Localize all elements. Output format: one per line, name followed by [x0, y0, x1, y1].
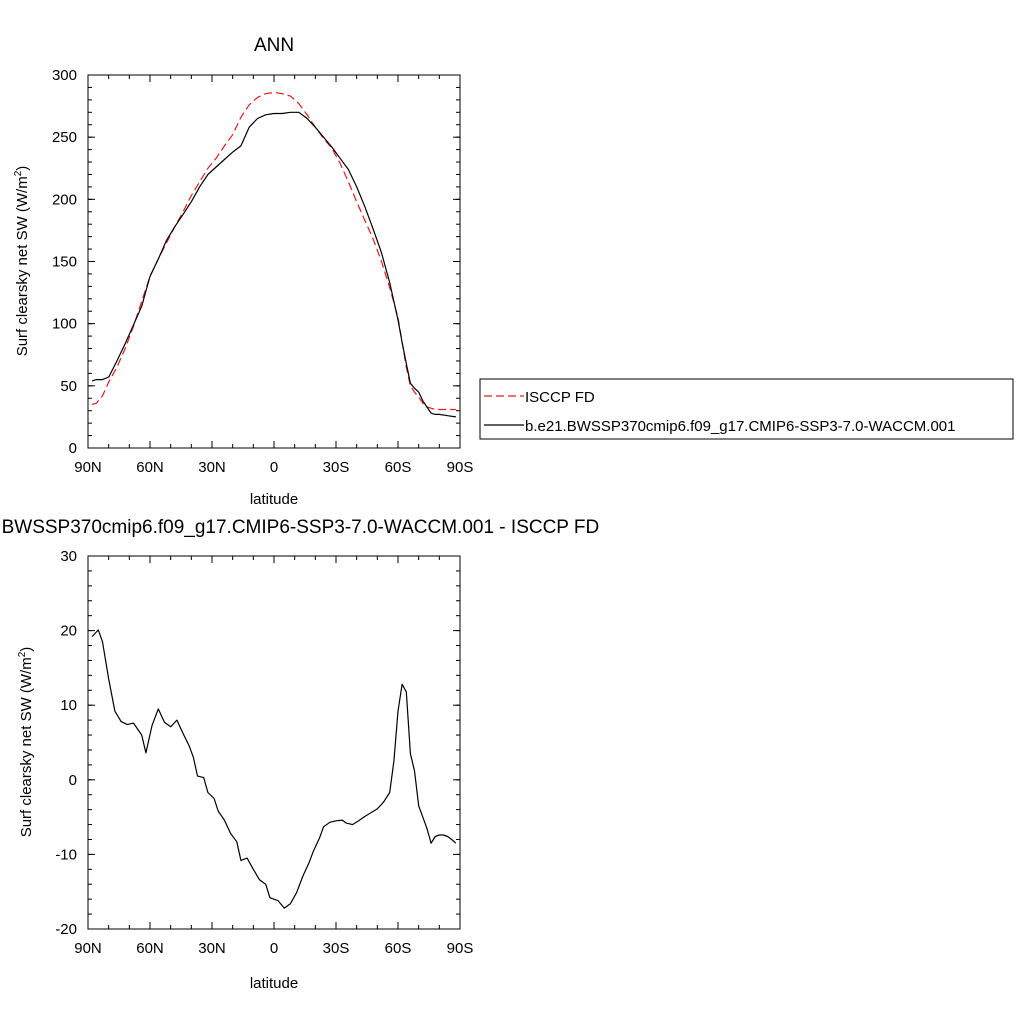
top-y-tick-label: 50 [60, 378, 77, 395]
top-x-axis-label: latitude [250, 491, 298, 508]
top-x-tick-label: 90S [447, 459, 474, 476]
bottom-x-tick-label: 90S [447, 940, 474, 957]
bottom-x-tick-label: 60N [136, 940, 164, 957]
bottom-x-tick-label: 0 [270, 940, 278, 957]
top-plot-title: ANN [254, 35, 294, 56]
top-y-tick-label: 100 [52, 316, 77, 333]
legend-label-isccp: ISCCP FD [525, 389, 595, 406]
bottom-x-tick-label: 30S [323, 940, 350, 957]
bottom-x-tick-label: 90N [74, 940, 102, 957]
bottom-x-tick-label: 60S [385, 940, 412, 957]
top-x-tick-label: 60N [136, 459, 164, 476]
top-plot-frame [87, 74, 461, 449]
top-x-tick-label: 30N [198, 459, 226, 476]
top-y-axis-label: Surf clearsky net SW (W/m2) [13, 166, 31, 357]
bottom-plot-title: b.e21.BWSSP370cmip6.f09_g17.CMIP6-SSP3-7… [0, 517, 599, 538]
top-x-tick-label: 30S [323, 459, 350, 476]
top-y-tick-label: 200 [52, 191, 77, 208]
bottom-y-axis-label: Surf clearsky net SW (W/m2) [17, 647, 35, 838]
top-x-tick-label: 0 [270, 459, 278, 476]
bottom-series-lines [91, 629, 457, 909]
top-series-line-0 [91, 91, 456, 411]
bottom-y-tick-label: -20 [55, 921, 77, 938]
top-y-tick-label: 0 [69, 440, 77, 457]
top-x-tick-label: 90N [74, 459, 102, 476]
top-y-tick-label: 300 [52, 67, 77, 84]
bottom-y-tick-label: 20 [60, 623, 77, 640]
bottom-x-tick-label: 30N [198, 940, 226, 957]
top-series-lines [91, 91, 456, 418]
legend: ISCCP FD b.e21.BWSSP370cmip6.f09_g17.CMI… [479, 378, 1014, 440]
bottom-y-tick-label: 0 [69, 772, 77, 789]
top-x-tick-label: 60S [385, 459, 412, 476]
difference-panel: b.e21.BWSSP370cmip6.f09_g17.CMIP6-SSP3-7… [0, 517, 599, 992]
top-series-line-1 [91, 111, 456, 418]
annual-mean-panel: ANN 90N 60N 30N 0 30S 60S 90S 0 50 100 150 200 250 30… [13, 35, 1014, 508]
top-y-tick-label: 150 [52, 254, 77, 271]
bottom-y-tick-label: 30 [60, 548, 77, 565]
top-axis-ticks: 90N 60N 30N 0 30S 60S 90S 0 50 100 150 200 250 300 [52, 67, 473, 476]
bottom-series-line-0 [91, 629, 457, 909]
legend-label-model: b.e21.BWSSP370cmip6.f09_g17.CMIP6-SSP3-7… [525, 418, 955, 435]
bottom-axis-ticks: 90N 60N 30N 0 30S 60S 90S -20 -10 0 10 20 30 [55, 548, 473, 957]
top-y-tick-label: 250 [52, 129, 77, 146]
bottom-y-tick-label: -10 [55, 846, 77, 863]
bottom-y-tick-label: 10 [60, 697, 77, 714]
legend-box [479, 378, 1014, 440]
bottom-x-axis-label: latitude [250, 975, 298, 992]
